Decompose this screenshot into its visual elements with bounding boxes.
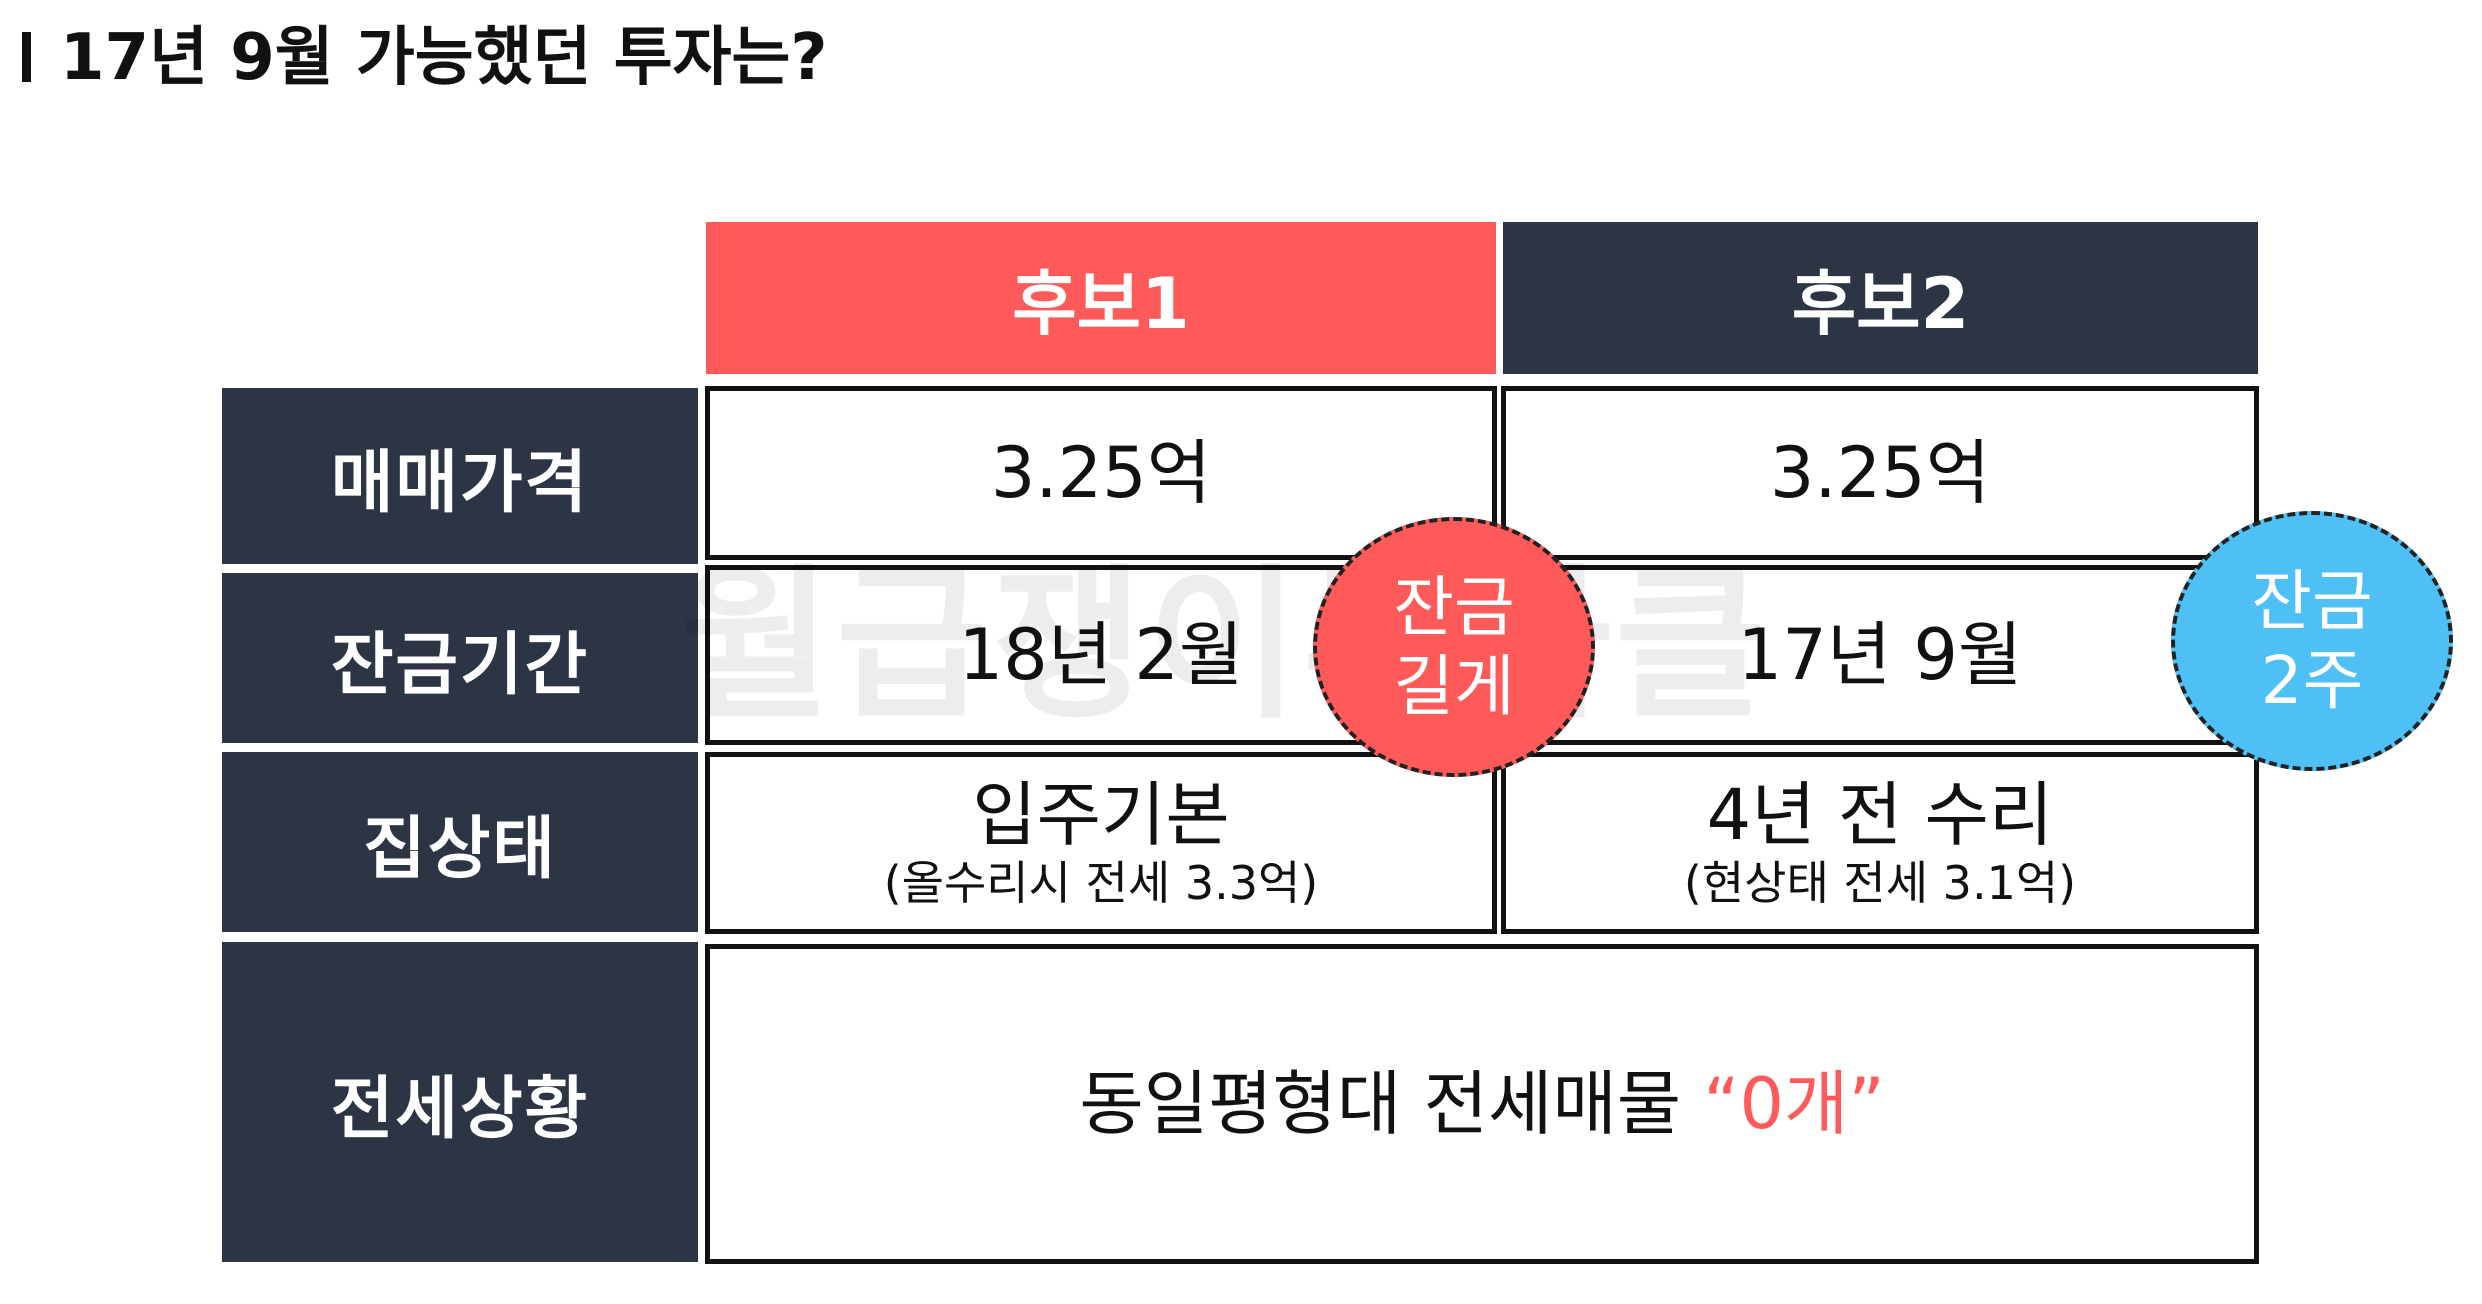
column-header-candidate-1: 후보1: [706, 222, 1496, 374]
house-note-1: (올수리시 전세 3.3억): [883, 855, 1319, 910]
badge-1-line-1: 잔금: [1393, 568, 1515, 646]
badge-balance-long: 잔금 길게: [1313, 517, 1595, 777]
row-label-price: 매매가격: [222, 388, 698, 564]
cell-price-candidate-2: 3.25억: [1501, 386, 2259, 560]
house-value-2: 4년 전 수리: [1706, 774, 2054, 857]
title-accent-bar: [22, 32, 31, 82]
house-value-1: 입주기본: [972, 774, 1230, 857]
cell-house-candidate-1: 입주기본 (올수리시 전세 3.3억): [705, 752, 1497, 934]
column-header-candidate-2: 후보2: [1503, 222, 2258, 374]
row-label-house-condition: 집상태: [222, 752, 698, 932]
cell-house-candidate-2: 4년 전 수리 (현상태 전세 3.1억): [1501, 752, 2259, 934]
lease-highlight: “0개”: [1703, 1062, 1885, 1145]
price-value-2: 3.25억: [1769, 431, 1991, 514]
badge-2-line-2: 2주: [2260, 642, 2364, 719]
price-value-1: 3.25억: [990, 431, 1212, 514]
balance-value-1: 18년 2월: [958, 613, 1244, 696]
page-title: 17년 9월 가능했던 투자는?: [60, 21, 828, 95]
lease-text: 동일평형대 전세매물: [1079, 1062, 1682, 1145]
row-label-lease-status: 전세상황: [222, 942, 698, 1262]
cell-price-candidate-1: 3.25억: [705, 386, 1497, 560]
house-note-2: (현상태 전세 3.1억): [1683, 855, 2077, 910]
badge-balance-2-weeks: 잔금 2주: [2171, 511, 2453, 771]
row-label-balance-period: 잔금기간: [222, 573, 698, 743]
badge-1-line-2: 길게: [1393, 648, 1515, 725]
balance-value-2: 17년 9월: [1737, 613, 2023, 696]
cell-balance-candidate-2: 17년 9월: [1501, 565, 2259, 745]
cell-lease-status: 동일평형대 전세매물 “0개”: [705, 944, 2259, 1264]
badge-2-line-1: 잔금: [2251, 562, 2373, 640]
